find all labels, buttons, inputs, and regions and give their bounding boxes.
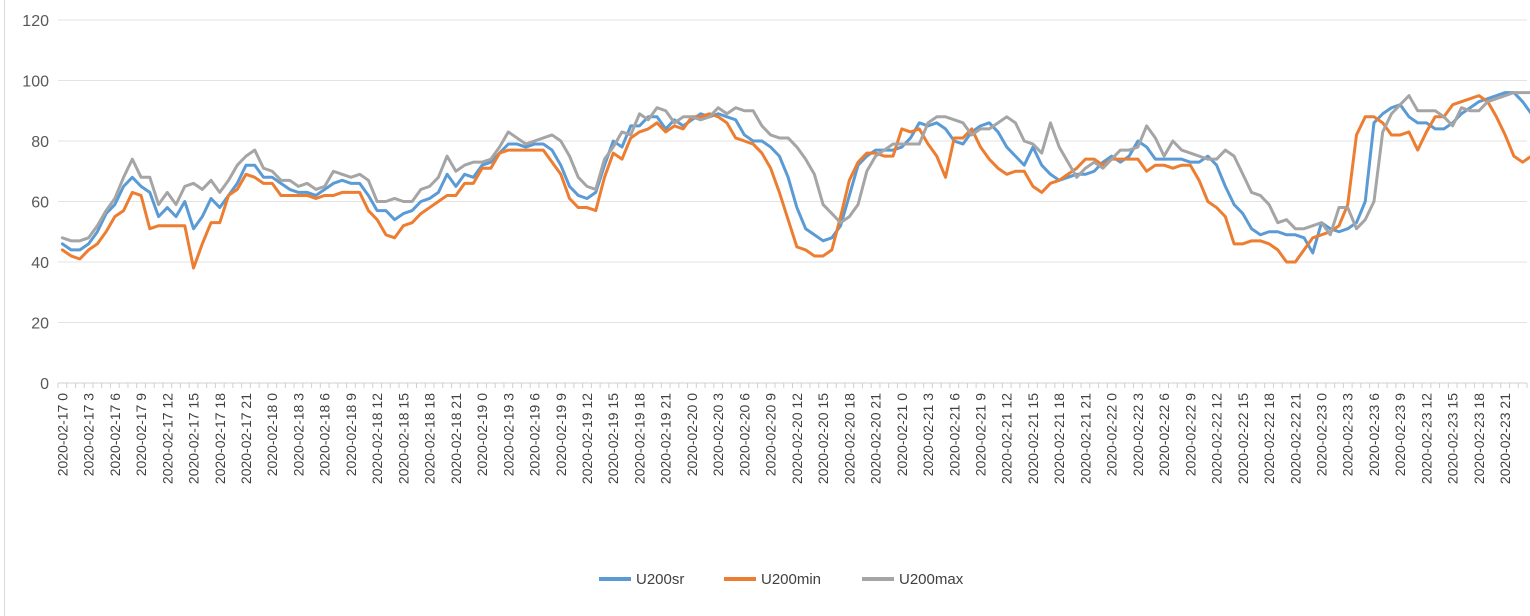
y-tick-label: 40 [31, 255, 49, 272]
x-tick-label: 2020-02-21 21 [1077, 393, 1093, 484]
x-tick-label: 2020-02-20 21 [868, 393, 884, 484]
series-line-u200min [60, 94, 1530, 270]
line-chart: 0 20 40 60 80 100 120 2020-02-17 0 2020-02-17 3… [22, 13, 1530, 588]
x-tick-label: 2020-02-23 18 [1471, 393, 1487, 484]
x-tick-label: 2020-02-18 9 [343, 393, 359, 477]
x-tick-label: 2020-02-23 12 [1418, 393, 1434, 484]
x-tick-label: 2020-02-22 3 [1130, 393, 1146, 477]
legend-label: U200min [761, 571, 821, 588]
x-tick-label: 2020-02-18 18 [422, 393, 438, 484]
y-tick-label: 120 [22, 13, 49, 30]
x-tick-label: 2020-02-22 6 [1156, 393, 1172, 477]
x-tick-label: 2020-02-19 15 [605, 393, 621, 484]
x-tick-label: 2020-02-18 12 [369, 393, 385, 484]
x-tick-label: 2020-02-18 0 [264, 393, 280, 477]
x-tick-label: 2020-02-19 0 [474, 393, 490, 477]
series-lines [60, 91, 1530, 270]
legend-item-u200max: U200max [862, 571, 964, 588]
x-tick-label: 2020-02-19 21 [658, 393, 674, 484]
x-tick-label: 2020-02-19 3 [500, 393, 516, 477]
x-tick-label: 2020-02-23 15 [1445, 393, 1461, 484]
x-tick-label: 2020-02-20 12 [789, 393, 805, 484]
legend: U200sr U200min U200max [599, 571, 964, 588]
series-line-u200sr [60, 91, 1530, 255]
y-tick-label: 20 [31, 316, 49, 333]
x-tick-label: 2020-02-23 3 [1340, 393, 1356, 477]
chart-frame: 0 20 40 60 80 100 120 2020-02-17 0 2020-02-17 3… [4, 0, 1530, 616]
x-tick-label: 2020-02-20 6 [736, 393, 752, 477]
x-tick-label: 2020-02-21 3 [920, 393, 936, 477]
x-tick-label: 2020-02-23 9 [1392, 393, 1408, 477]
x-tick-label: 2020-02-21 9 [972, 393, 988, 477]
x-tick-label: 2020-02-18 6 [317, 393, 333, 477]
x-tick-label: 2020-02-17 12 [159, 393, 175, 484]
x-tick-label: 2020-02-21 6 [946, 393, 962, 477]
x-tick-label: 2020-02-17 21 [238, 393, 254, 484]
series-line-u200max [60, 91, 1530, 243]
legend-item-u200sr: U200sr [599, 571, 684, 588]
x-tick-label: 2020-02-17 9 [133, 393, 149, 477]
x-tick-label: 2020-02-21 15 [1025, 393, 1041, 484]
x-tick-label: 2020-02-19 6 [527, 393, 543, 477]
x-axis-ticks: 2020-02-17 0 2020-02-17 3 2020-02-17 6 2020… [54, 383, 1528, 484]
gridlines [58, 19, 1527, 384]
x-tick-label: 2020-02-21 18 [1051, 393, 1067, 484]
legend-item-u200min: U200min [724, 571, 821, 588]
x-tick-label: 2020-02-23 21 [1497, 393, 1513, 484]
x-tick-label: 2020-02-22 12 [1209, 393, 1225, 484]
x-tick-label: 2020-02-23 0 [1314, 393, 1330, 477]
x-tick-label: 2020-02-22 0 [1104, 393, 1120, 477]
x-tick-label: 2020-02-17 15 [186, 393, 202, 484]
x-tick-label: 2020-02-19 18 [631, 393, 647, 484]
x-tick-label: 2020-02-21 0 [894, 393, 910, 477]
x-tick-label: 2020-02-17 0 [54, 393, 70, 477]
x-tick-label: 2020-02-22 9 [1182, 393, 1198, 477]
legend-label: U200max [899, 571, 964, 588]
x-tick-label: 2020-02-20 0 [684, 393, 700, 477]
y-tick-label: 100 [22, 74, 49, 91]
x-tick-label: 2020-02-22 18 [1261, 393, 1277, 484]
x-tick-label: 2020-02-21 12 [999, 393, 1015, 484]
x-tick-label: 2020-02-19 9 [553, 393, 569, 477]
x-tick-label: 2020-02-17 18 [212, 393, 228, 484]
y-axis-ticks: 0 20 40 60 80 100 120 [22, 13, 49, 393]
x-tick-label: 2020-02-17 3 [81, 393, 97, 477]
x-tick-label: 2020-02-22 15 [1235, 393, 1251, 484]
x-tick-label: 2020-02-18 21 [448, 393, 464, 484]
x-tick-label: 2020-02-18 15 [395, 393, 411, 484]
x-tick-label: 2020-02-18 3 [290, 393, 306, 477]
y-tick-label: 60 [31, 195, 49, 212]
x-tick-label: 2020-02-23 6 [1366, 393, 1382, 477]
y-tick-label: 80 [31, 134, 49, 151]
y-tick-label: 0 [40, 376, 49, 393]
x-tick-label: 2020-02-22 21 [1287, 393, 1303, 484]
x-tick-label: 2020-02-20 15 [815, 393, 831, 484]
x-tick-label: 2020-02-20 9 [763, 393, 779, 477]
x-tick-label: 2020-02-20 18 [841, 393, 857, 484]
x-tick-label: 2020-02-20 3 [710, 393, 726, 477]
legend-label: U200sr [636, 571, 684, 588]
x-tick-label: 2020-02-17 6 [107, 393, 123, 477]
x-tick-label: 2020-02-19 12 [579, 393, 595, 484]
